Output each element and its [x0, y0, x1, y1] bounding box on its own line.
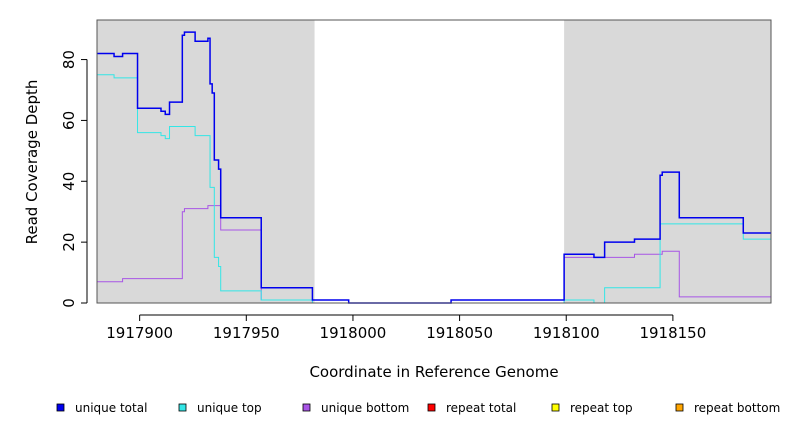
- legend-label-unique-total: unique total: [75, 401, 147, 415]
- legend-swatch-repeat-total: [427, 403, 436, 412]
- y-tick-label: 60: [60, 111, 78, 130]
- x-tick-label: 1918100: [533, 324, 600, 342]
- legend-label-unique-top: unique top: [197, 401, 262, 415]
- legend-swatch-repeat-top: [551, 403, 560, 412]
- y-tick-label: 80: [60, 50, 78, 69]
- shaded-region: [97, 20, 315, 303]
- x-tick-label: 1918050: [426, 324, 493, 342]
- y-tick-label: 0: [60, 298, 78, 308]
- legend-label-repeat-bottom: repeat bottom: [694, 401, 780, 415]
- legend-swatch-repeat-bottom: [675, 403, 684, 412]
- plot-frame: [96, 19, 772, 304]
- x-tick-label: 1918150: [639, 324, 706, 342]
- y-tick-label: 20: [60, 233, 78, 252]
- legend-swatch-unique-bottom: [302, 403, 311, 412]
- y-tick-label: 40: [60, 172, 78, 191]
- legend-swatch-unique-top: [178, 403, 187, 412]
- series-line-unique-total: [97, 31, 771, 304]
- legend-swatch-unique-total: [56, 403, 65, 412]
- legend-label-repeat-total: repeat total: [446, 401, 516, 415]
- shaded-regions: [97, 20, 771, 303]
- legend-label-unique-bottom: unique bottom: [321, 401, 409, 415]
- y-axis-label: Read Coverage Depth: [23, 80, 41, 245]
- y-axis: 0 20 40 60 80: [60, 50, 88, 308]
- x-axis: 1917900 1917950 1918000 1918050 1918100 19181…: [106, 314, 706, 342]
- x-tick-label: 1918000: [320, 324, 387, 342]
- x-axis-label: Coordinate in Reference Genome: [309, 363, 558, 381]
- legend: unique total unique top unique bottom repea…: [56, 401, 780, 415]
- shaded-region: [564, 20, 771, 303]
- legend-label-repeat-top: repeat top: [570, 401, 633, 415]
- x-tick-label: 1917900: [106, 324, 173, 342]
- x-tick-label: 1917950: [213, 324, 280, 342]
- series-line-unique-top: [97, 74, 771, 304]
